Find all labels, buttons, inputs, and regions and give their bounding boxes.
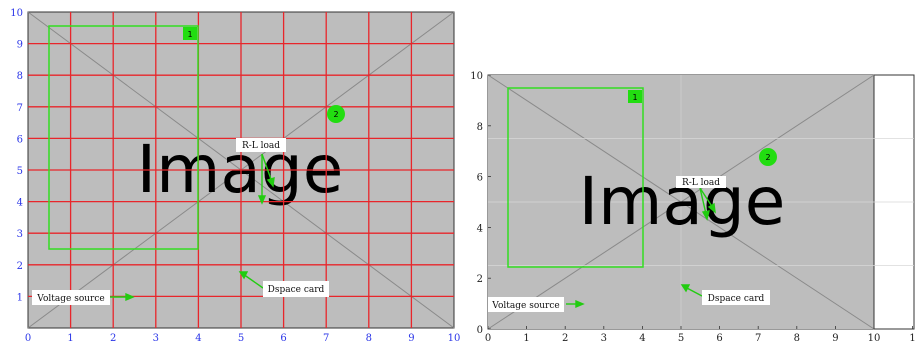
right-marker-1: 1 <box>632 93 637 102</box>
right-x-tick-label: 6 <box>716 333 722 344</box>
right-x-tick-label: 0 <box>485 333 491 344</box>
right-x-tick-label: 9 <box>832 333 838 344</box>
left-x-tick-label: 1 <box>67 333 73 344</box>
left-y-tick-label: 6 <box>17 134 23 145</box>
left-x-tick-label: 8 <box>366 333 372 344</box>
left-y-tick-label: 3 <box>17 229 23 240</box>
left-rl-load-label: R-L load <box>242 141 280 151</box>
right-annotated-image-panel: Image 1 2 R-L load Dspace card Voltage s… <box>470 71 915 344</box>
right-x-tick-label: 5 <box>678 333 684 344</box>
left-x-tick-label: 0 <box>25 333 31 344</box>
left-x-tick-label: 4 <box>195 333 201 344</box>
right-x-tick-label: 2 <box>562 333 568 344</box>
right-marker-2: 2 <box>765 153 770 162</box>
left-y-tick-label: 7 <box>17 103 23 114</box>
left-y-tick-label: 4 <box>17 198 23 209</box>
left-y-tick-label: 5 <box>17 166 23 177</box>
right-y-tick-label: 0 <box>477 325 483 336</box>
right-x-tick-label: 8 <box>794 333 800 344</box>
left-dspace-label: Dspace card <box>268 285 325 295</box>
right-y-tick-label: 4 <box>477 223 483 234</box>
right-dspace-label: Dspace card <box>708 294 765 304</box>
right-y-tick-label: 10 <box>470 71 483 82</box>
left-x-tick-label: 9 <box>408 333 414 344</box>
right-y-tick-label: 8 <box>477 122 483 133</box>
right-y-tick-label: 6 <box>477 173 483 184</box>
left-y-tick-label: 8 <box>17 71 23 82</box>
left-x-tick-label: 3 <box>153 333 159 344</box>
left-x-tick-label: 6 <box>280 333 286 344</box>
left-annotated-image-panel: Image 1 2 R-L load Dspace card Voltage s… <box>10 8 460 344</box>
left-marker-2: 2 <box>333 110 338 119</box>
right-x-tick-label: 7 <box>755 333 761 344</box>
right-x-tick-label: 10 <box>868 333 881 344</box>
left-voltage-label: Voltage source <box>36 294 104 304</box>
left-x-tick-label: 10 <box>448 333 461 344</box>
left-x-tick-label: 7 <box>323 333 329 344</box>
right-rl-load-label: R-L load <box>682 178 720 188</box>
right-y-tick-label: 2 <box>477 274 483 285</box>
right-x-tick-label: 1 <box>909 333 915 344</box>
right-voltage-label: Voltage source <box>491 301 559 311</box>
left-x-tick-label: 2 <box>110 333 116 344</box>
right-x-tick-label: 3 <box>601 333 607 344</box>
left-y-tick-label: 2 <box>17 261 23 272</box>
left-x-tick-label: 5 <box>238 333 244 344</box>
left-marker-1: 1 <box>187 30 192 39</box>
right-x-tick-label: 4 <box>639 333 645 344</box>
right-x-tick-label: 1 <box>523 333 529 344</box>
right-placeholder-text: Image <box>579 163 786 240</box>
left-y-tick-label: 10 <box>10 8 23 19</box>
left-y-tick-label: 1 <box>17 292 23 303</box>
left-y-tick-label: 9 <box>17 40 23 51</box>
